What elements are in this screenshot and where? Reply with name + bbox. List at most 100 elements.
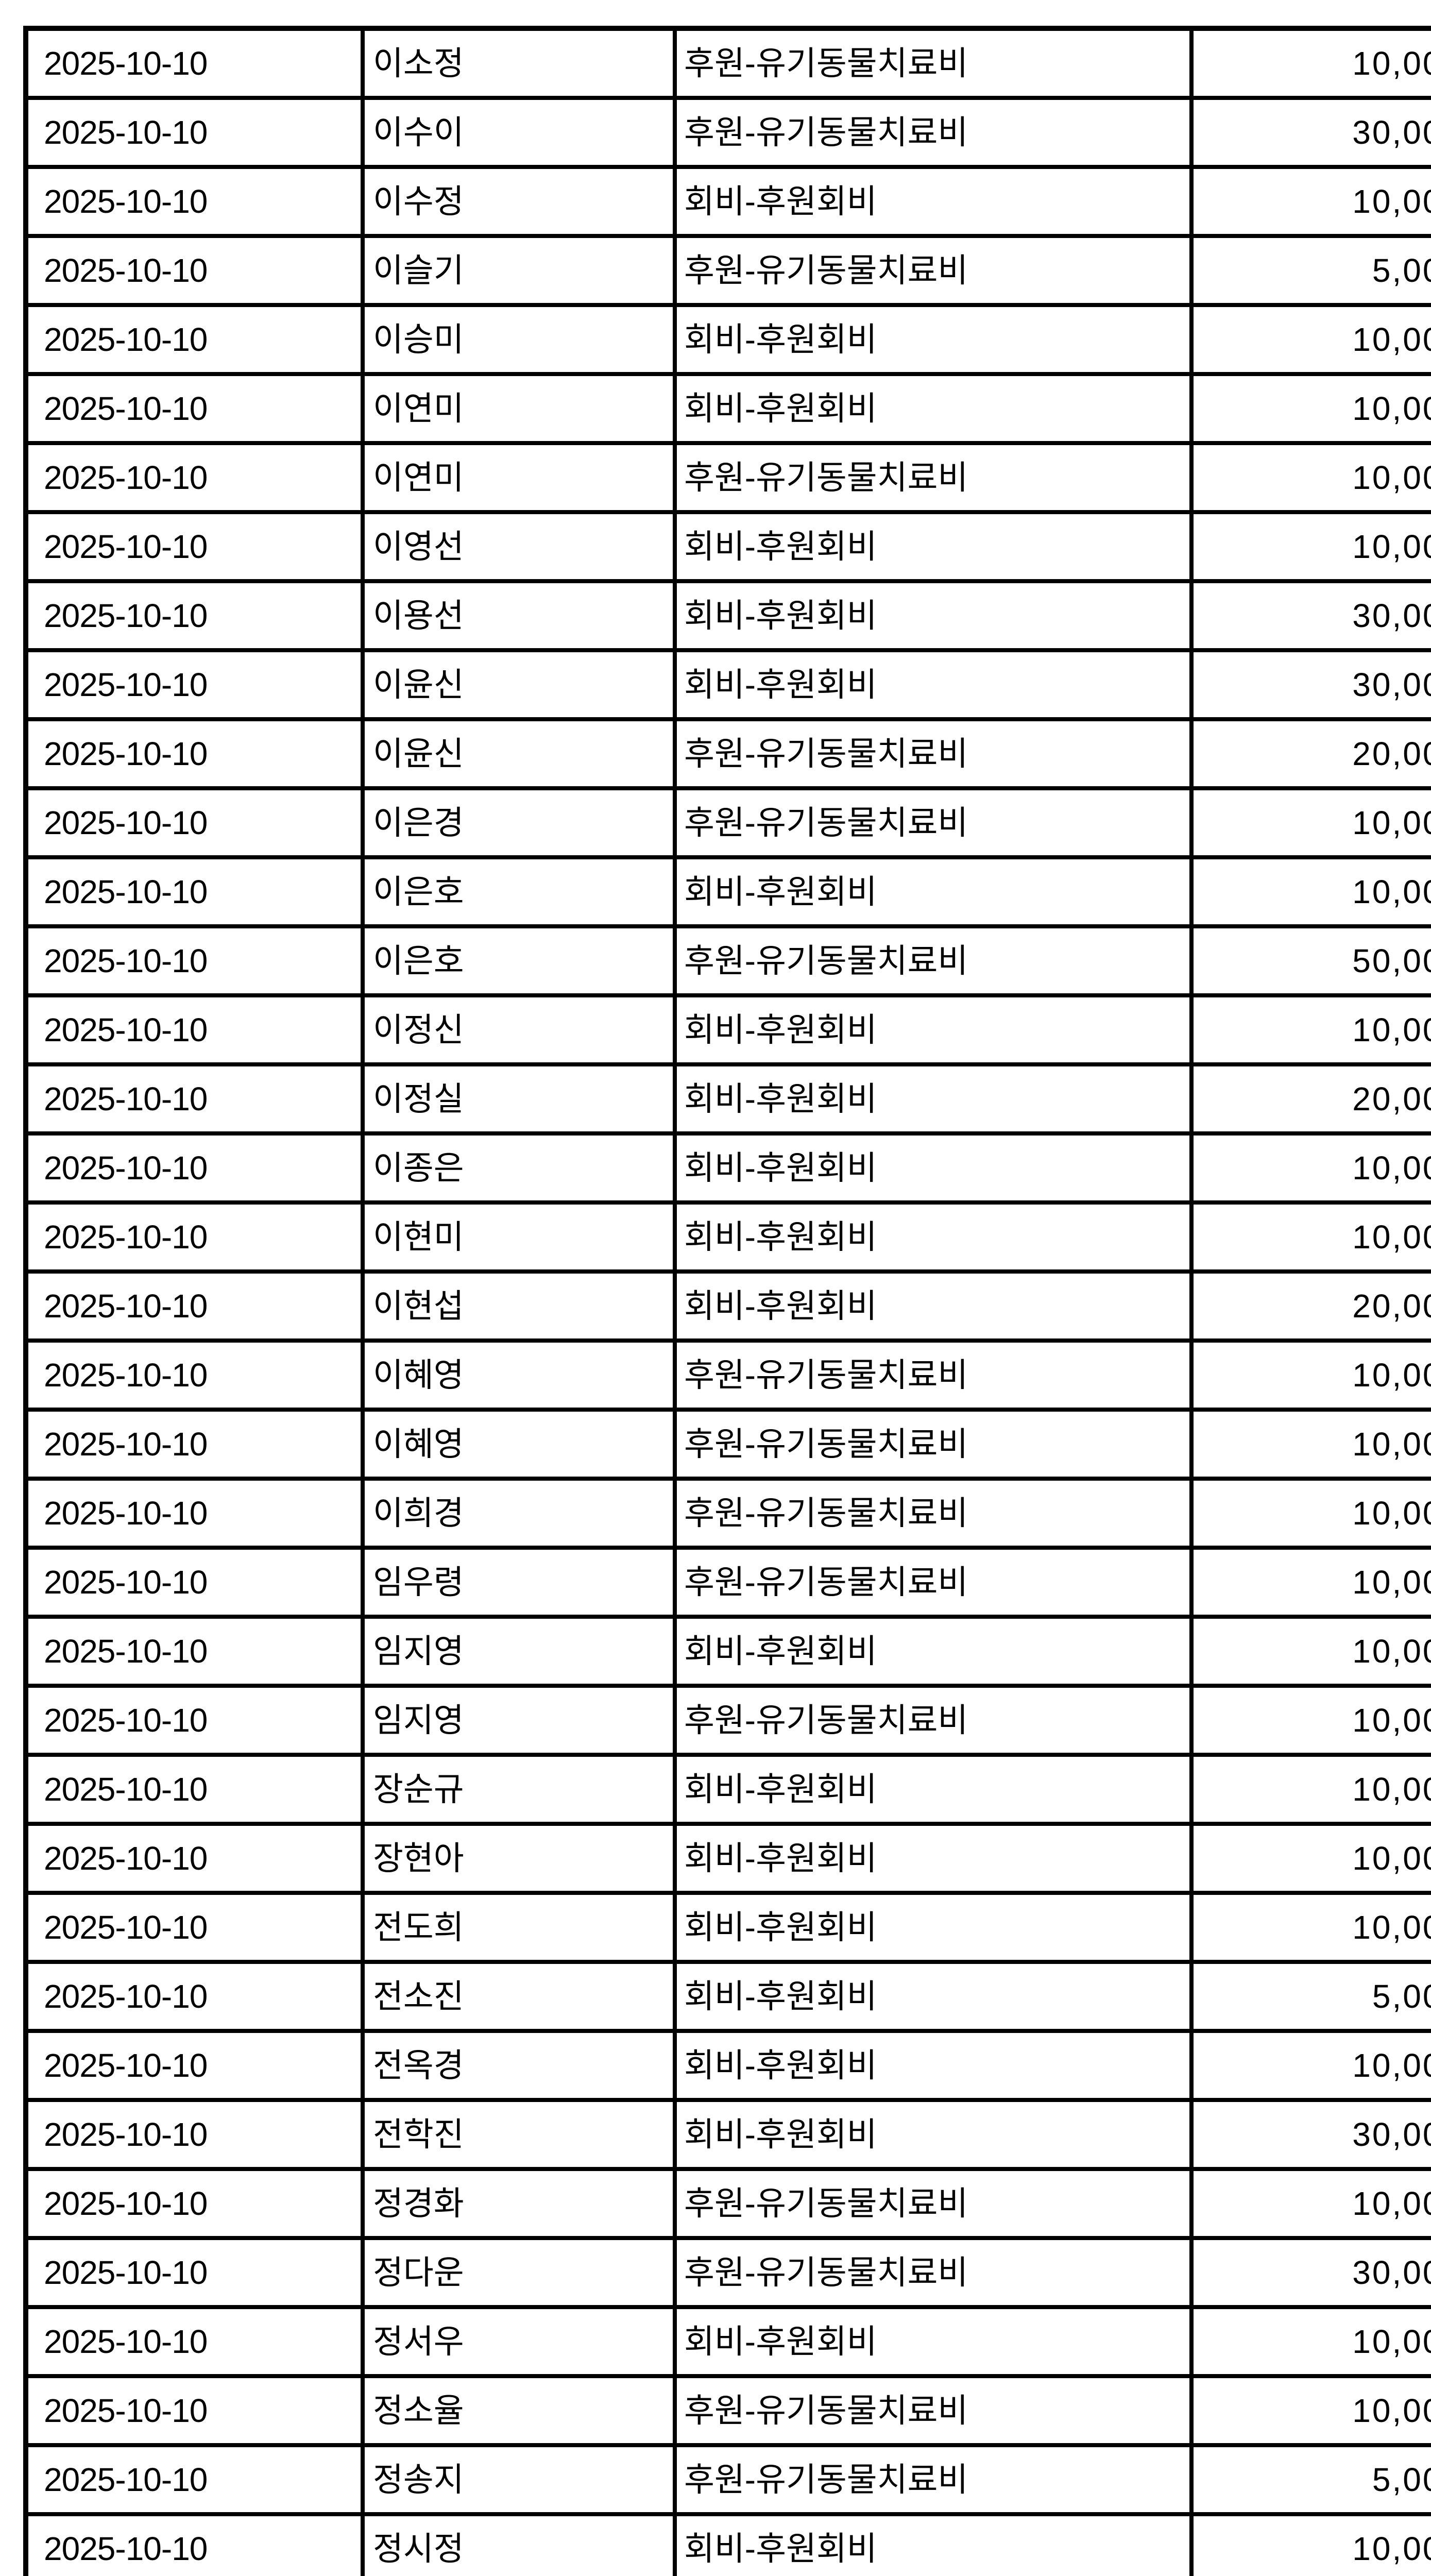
cell-name: 이슬기 [361,234,677,307]
cell-category: 후원-유기동물치료비 [673,924,1194,997]
cell-amount: 5,000 [1189,2443,1431,2516]
cell-name: 이수이 [361,96,677,169]
cell-category: 회비-후원회비 [673,1822,1194,1895]
cell-date: 2025-10-10 [24,234,365,307]
cell-name: 이정실 [361,1062,677,1136]
cell-name: 이연미 [361,441,677,514]
cell-category: 후원-유기동물치료비 [673,1408,1194,1481]
cell-category: 후원-유기동물치료비 [673,26,1194,100]
cell-name: 장순규 [361,1753,677,1826]
cell-date: 2025-10-10 [24,924,365,997]
cell-name: 정시정 [361,2512,677,2576]
cell-date: 2025-10-10 [24,1062,365,1136]
cell-name: 전옥경 [361,2029,677,2102]
cell-name: 임지영 [361,1684,677,1757]
cell-amount: 10,000 [1189,441,1431,514]
cell-category: 회비-후원회비 [673,510,1194,583]
cell-date: 2025-10-10 [24,303,365,376]
cell-category: 회비-후원회비 [673,165,1194,238]
cell-date: 2025-10-10 [24,993,365,1066]
cell-amount: 30,000 [1189,96,1431,169]
cell-date: 2025-10-10 [24,1408,365,1481]
cell-name: 임우령 [361,1546,677,1619]
cell-date: 2025-10-10 [24,1684,365,1757]
cell-date: 2025-10-10 [24,26,365,100]
cell-name: 이영선 [361,510,677,583]
cell-amount: 10,000 [1189,1684,1431,1757]
cell-date: 2025-10-10 [24,1891,365,1964]
cell-category: 후원-유기동물치료비 [673,96,1194,169]
cell-amount: 10,000 [1189,165,1431,238]
cell-date: 2025-10-10 [24,441,365,514]
cell-name: 정경화 [361,2167,677,2240]
cell-amount: 30,000 [1189,2236,1431,2309]
cell-category: 회비-후원회비 [673,648,1194,721]
cell-date: 2025-10-10 [24,2167,365,2240]
cell-amount: 10,000 [1189,993,1431,1066]
cell-amount: 10,000 [1189,1546,1431,1619]
cell-amount: 5,000 [1189,234,1431,307]
cell-category: 후원-유기동물치료비 [673,1684,1194,1757]
cell-date: 2025-10-10 [24,855,365,928]
cell-amount: 20,000 [1189,1269,1431,1343]
cell-amount: 20,000 [1189,1062,1431,1136]
cell-name: 이윤신 [361,717,677,790]
cell-amount: 50,000 [1189,924,1431,997]
cell-category: 회비-후원회비 [673,855,1194,928]
cell-category: 회비-후원회비 [673,579,1194,652]
cell-category: 후원-유기동물치료비 [673,1338,1194,1412]
cell-category: 회비-후원회비 [673,2098,1194,2171]
cell-category: 회비-후원회비 [673,1062,1194,1136]
cell-amount: 10,000 [1189,1338,1431,1412]
cell-date: 2025-10-10 [24,1269,365,1343]
cell-date: 2025-10-10 [24,2029,365,2102]
cell-category: 후원-유기동물치료비 [673,2236,1194,2309]
cell-amount: 10,000 [1189,2029,1431,2102]
cell-date: 2025-10-10 [24,2443,365,2516]
cell-date: 2025-10-10 [24,786,365,859]
cell-amount: 10,000 [1189,855,1431,928]
cell-amount: 10,000 [1189,1753,1431,1826]
cell-amount: 10,000 [1189,2305,1431,2378]
cell-date: 2025-10-10 [24,717,365,790]
cell-amount: 30,000 [1189,2098,1431,2171]
cell-date: 2025-10-10 [24,1338,365,1412]
cell-date: 2025-10-10 [24,1615,365,1688]
cell-name: 정소율 [361,2374,677,2447]
cell-category: 후원-유기동물치료비 [673,1546,1194,1619]
donation-table-body: 2025-10-10이소정후원-유기동물치료비10,0002025-10-10이… [24,26,1431,2576]
cell-date: 2025-10-10 [24,372,365,445]
cell-date: 2025-10-10 [24,2236,365,2309]
cell-amount: 10,000 [1189,2374,1431,2447]
cell-name: 이혜영 [361,1408,677,1481]
cell-amount: 10,000 [1189,1477,1431,1550]
cell-name: 전도희 [361,1891,677,1964]
cell-amount: 30,000 [1189,579,1431,652]
cell-amount: 10,000 [1189,1200,1431,1274]
cell-category: 회비-후원회비 [673,1753,1194,1826]
cell-name: 임지영 [361,1615,677,1688]
cell-date: 2025-10-10 [24,1131,365,1205]
cell-date: 2025-10-10 [24,2098,365,2171]
cell-category: 후원-유기동물치료비 [673,786,1194,859]
cell-category: 회비-후원회비 [673,2512,1194,2576]
